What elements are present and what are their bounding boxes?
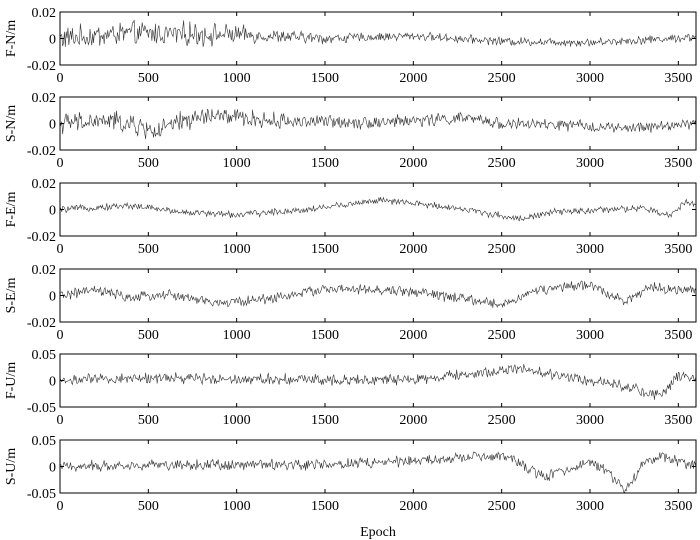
x-tick-label: 0 — [57, 499, 64, 514]
x-tick-label: 0 — [57, 71, 64, 86]
x-tick-label: 1500 — [311, 156, 339, 171]
x-tick-label: 1000 — [223, 156, 251, 171]
y-tick-label: 0 — [49, 204, 56, 219]
x-tick-label: 1500 — [311, 71, 339, 86]
x-tick-label: 1000 — [223, 328, 251, 343]
y-tick-label: 0.02 — [32, 6, 57, 21]
y-tick-label: -0.05 — [27, 487, 56, 502]
x-tick-label: 3000 — [576, 242, 604, 257]
x-tick-label: 3500 — [664, 71, 692, 86]
x-tick-label: 1000 — [223, 499, 251, 514]
x-tick-label: 500 — [138, 499, 159, 514]
x-tick-label: 2000 — [399, 413, 427, 428]
x-tick-label: 2000 — [399, 499, 427, 514]
y-axis-label: S-N/m — [4, 105, 19, 142]
y-tick-label: -0.05 — [27, 401, 56, 416]
x-tick-label: 2500 — [488, 156, 516, 171]
series-line — [59, 196, 697, 222]
y-tick-label: 0.02 — [32, 177, 57, 192]
panel-5: 0 500 1000 1500 2000 2500 3000 35000.050-0.05F-… — [4, 348, 697, 428]
x-tick-label: 500 — [138, 242, 159, 257]
x-axis-label: Epoch — [360, 525, 396, 540]
x-tick-label: 1500 — [311, 242, 339, 257]
x-tick-label: 0 — [57, 413, 64, 428]
y-tick-label: 0 — [49, 118, 56, 133]
y-tick-label: -0.02 — [27, 59, 56, 74]
y-axis-label: S-E/m — [4, 278, 19, 314]
x-tick-label: 1500 — [311, 499, 339, 514]
series-line — [59, 280, 697, 309]
x-tick-label: 500 — [138, 413, 159, 428]
y-tick-label: 0 — [49, 461, 56, 476]
y-tick-label: 0.05 — [32, 348, 57, 363]
x-tick-label: 3000 — [576, 413, 604, 428]
x-tick-label: 2000 — [399, 156, 427, 171]
x-tick-label: 1000 — [223, 71, 251, 86]
y-axis-label: F-U/m — [4, 362, 19, 399]
panel-2: 0 500 1000 1500 2000 2500 3000 35000.020-0.02S-… — [4, 91, 697, 171]
x-tick-label: 2500 — [488, 328, 516, 343]
x-tick-label: 3500 — [664, 156, 692, 171]
x-tick-label: 3000 — [576, 156, 604, 171]
x-tick-label: 2500 — [488, 71, 516, 86]
y-axis-label: S-U/m — [4, 448, 19, 485]
x-tick-label: 3000 — [576, 328, 604, 343]
panel-4: 0 500 1000 1500 2000 2500 3000 35000.020-0.02S-… — [4, 263, 697, 343]
series-line — [59, 19, 697, 48]
x-tick-label: 500 — [138, 71, 159, 86]
x-tick-label: 3500 — [664, 499, 692, 514]
y-tick-label: -0.02 — [27, 144, 56, 159]
y-tick-label: -0.02 — [27, 230, 56, 245]
x-tick-label: 0 — [57, 242, 64, 257]
y-tick-label: 0 — [49, 290, 56, 305]
x-tick-label: 2000 — [399, 71, 427, 86]
x-tick-label: 2500 — [488, 499, 516, 514]
x-tick-label: 1500 — [311, 413, 339, 428]
x-tick-label: 1000 — [223, 413, 251, 428]
x-tick-label: 2000 — [399, 328, 427, 343]
x-tick-label: 1000 — [223, 242, 251, 257]
x-tick-label: 0 — [57, 156, 64, 171]
x-tick-label: 1500 — [311, 328, 339, 343]
x-tick-label: 3500 — [664, 242, 692, 257]
panel-6: 0 500 1000 1500 2000 2500 3000 35000.050-0.05S-… — [4, 434, 697, 540]
x-tick-label: 500 — [138, 156, 159, 171]
plot-frame — [59, 353, 697, 408]
y-tick-label: 0.02 — [32, 263, 57, 278]
y-tick-label: -0.02 — [27, 316, 56, 331]
y-axis-label: F-N/m — [4, 20, 19, 57]
y-tick-label: 0.02 — [32, 91, 57, 106]
y-axis-label: F-E/m — [4, 192, 19, 228]
x-tick-label: 3000 — [576, 499, 604, 514]
y-tick-label: 0 — [49, 33, 56, 48]
x-tick-label: 3500 — [664, 328, 692, 343]
series-line — [59, 451, 697, 494]
x-tick-label: 3500 — [664, 413, 692, 428]
x-tick-label: 2500 — [488, 413, 516, 428]
x-tick-label: 2000 — [399, 242, 427, 257]
series-line — [59, 108, 697, 140]
x-tick-label: 3000 — [576, 71, 604, 86]
y-tick-label: 0 — [49, 375, 56, 390]
x-tick-label: 500 — [138, 328, 159, 343]
y-tick-label: 0.05 — [32, 434, 57, 449]
series-line — [59, 364, 697, 400]
panel-1: 0 500 1000 1500 2000 2500 3000 35000.020-0.02F-… — [4, 6, 697, 86]
x-tick-label: 2500 — [488, 242, 516, 257]
panel-3: 0 500 1000 1500 2000 2500 3000 35000.020-0.02F-… — [4, 177, 697, 257]
x-tick-label: 0 — [57, 328, 64, 343]
